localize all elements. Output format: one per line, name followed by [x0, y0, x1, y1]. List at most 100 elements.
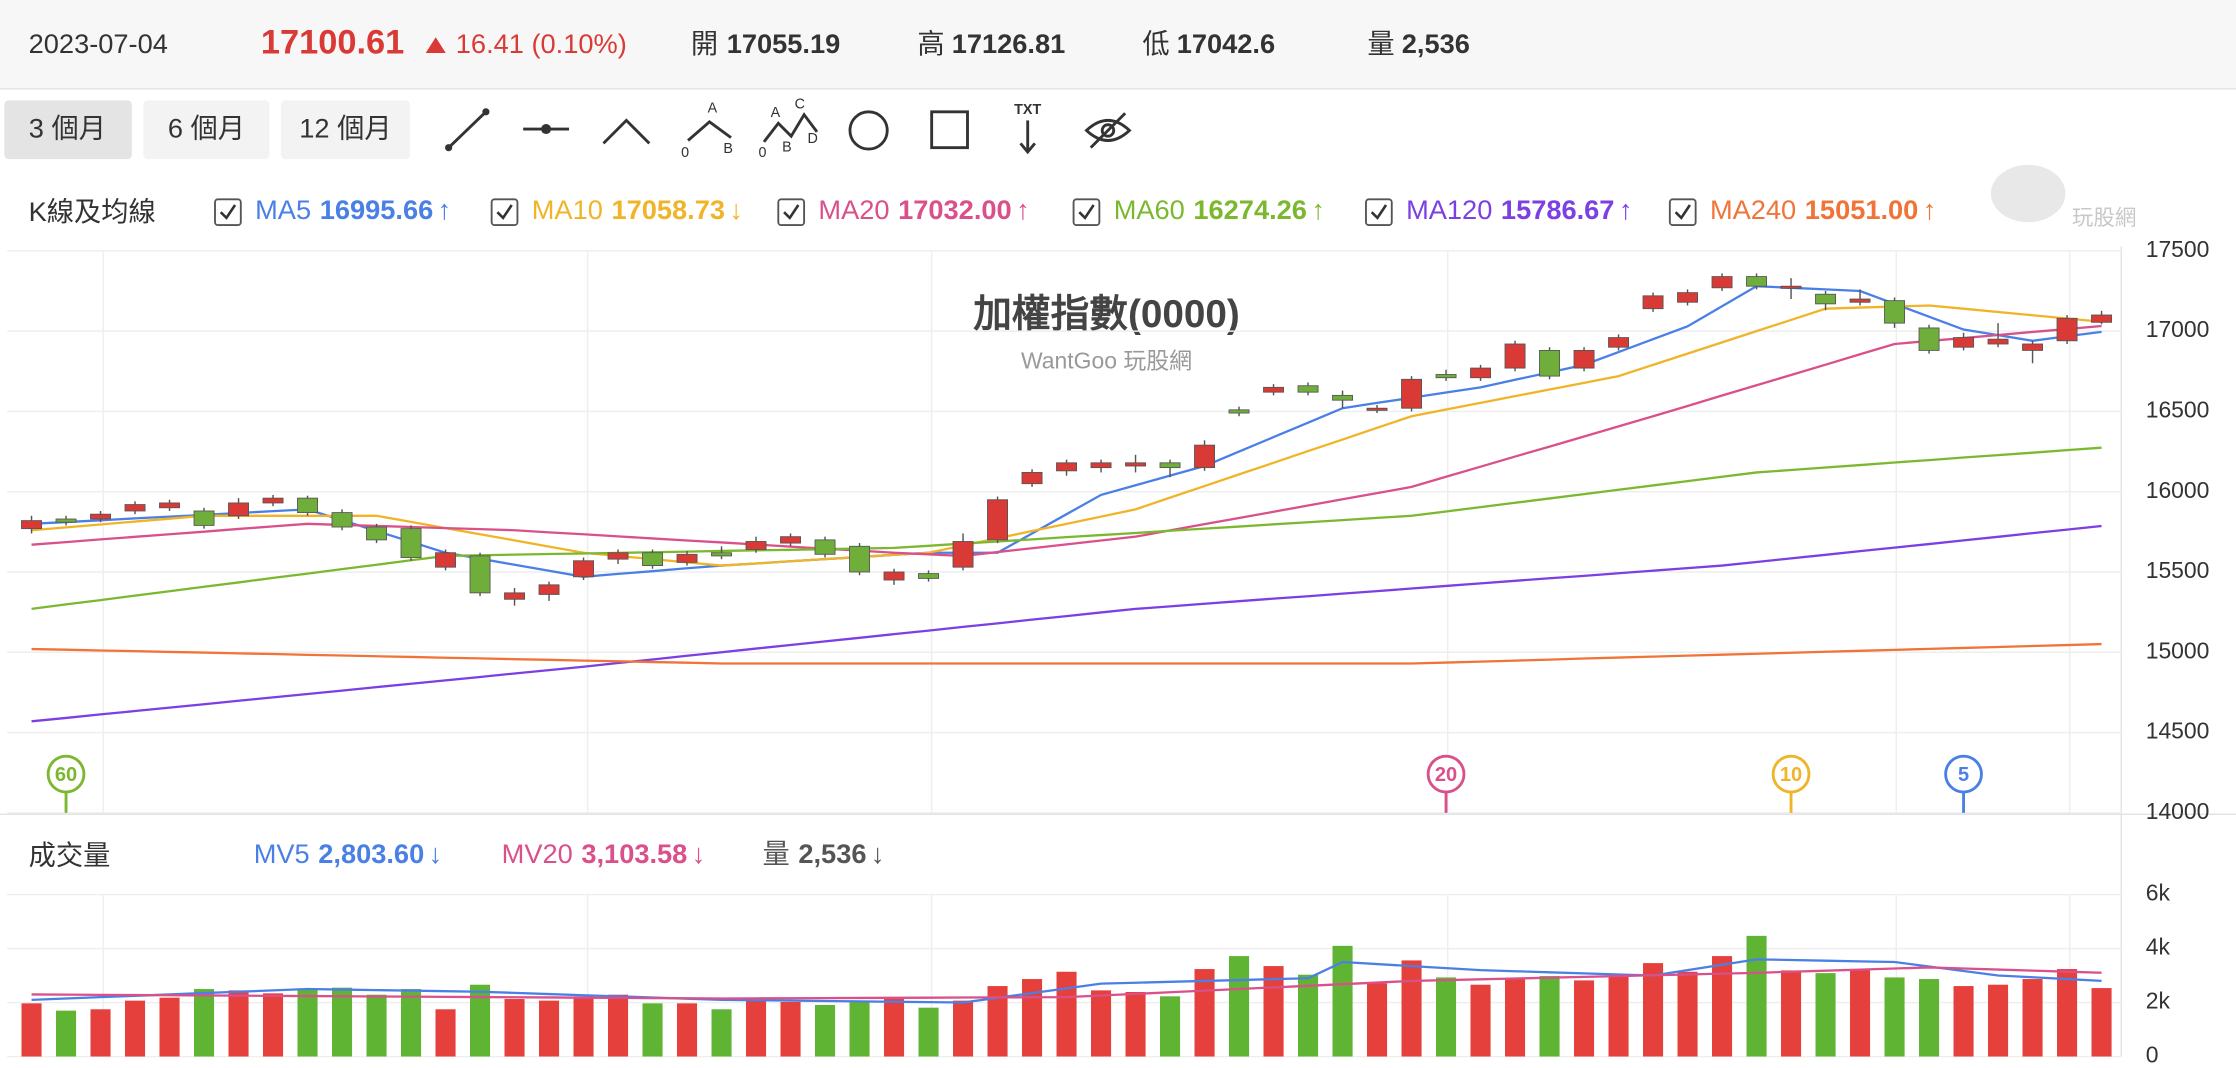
candle-body	[1021, 472, 1043, 485]
candle-body	[952, 541, 974, 568]
legend-value: 17032.00	[898, 194, 1012, 225]
period-button[interactable]: 3 個月	[4, 100, 132, 160]
candle-body	[1849, 298, 1871, 303]
volume-bar	[297, 989, 318, 1057]
candle-body	[1608, 337, 1630, 348]
legend-checkbox[interactable]	[214, 198, 242, 227]
candle-body	[2056, 317, 2078, 342]
volume-bar	[1539, 976, 1560, 1057]
volume-bar	[1608, 974, 1629, 1057]
ma-lines	[31, 285, 2102, 723]
legend-entry: MV5 2,803.60 ↓	[254, 838, 442, 869]
candle-body	[297, 497, 318, 514]
y-tick-label: 6k	[2146, 880, 2171, 906]
tool-letter: 0	[759, 145, 767, 161]
volume-bar	[504, 999, 525, 1057]
candle-body	[331, 512, 353, 528]
tool-letter: C	[795, 96, 805, 112]
candle-body	[573, 560, 595, 578]
ma-line	[31, 446, 2102, 611]
y-tick-label: 2k	[2146, 988, 2171, 1014]
abcd-tool[interactable]: A C 0 B D	[759, 96, 819, 161]
candle-body	[918, 573, 940, 579]
volume-bar	[1505, 979, 1526, 1057]
candle-body	[1159, 462, 1181, 469]
volume-bar	[401, 989, 422, 1057]
legend-checkbox[interactable]	[1365, 198, 1393, 227]
volume: 2,536	[1402, 28, 1470, 59]
tool-letter: TXT	[1014, 102, 1041, 118]
low: 17042.6	[1177, 28, 1275, 59]
candle-body	[849, 545, 871, 573]
abc-tool[interactable]: A 0 B	[681, 101, 733, 161]
circle-tool[interactable]	[848, 110, 889, 151]
volume-bar	[1643, 963, 1664, 1057]
legend-name: MA5	[255, 194, 311, 225]
y-tick-label: 14500	[2146, 718, 2210, 744]
checkmark	[1674, 204, 1691, 220]
y-tick-label: 16500	[2146, 396, 2210, 422]
candle-body	[1953, 337, 1975, 348]
candle-body	[1194, 444, 1216, 469]
legend-trend: ↑	[1311, 194, 1325, 225]
volume-bar	[1332, 945, 1353, 1057]
period-button[interactable]: 12 個月	[280, 100, 410, 160]
volume-bar	[884, 999, 905, 1057]
candle-body	[469, 555, 491, 594]
ma-line	[31, 958, 2102, 1004]
volume-bar	[573, 996, 594, 1057]
legend-trend: ↑	[438, 194, 452, 225]
volume-bar	[780, 1001, 801, 1057]
volume-bar	[2091, 988, 2112, 1057]
volume-bar	[1022, 979, 1043, 1057]
tool-letter: B	[782, 139, 792, 155]
legend-checkbox[interactable]	[1668, 198, 1697, 227]
volume-bar	[711, 1009, 732, 1057]
volume-bar	[1746, 935, 1767, 1057]
legend-value: 2,536	[798, 838, 866, 869]
legend-entry: MA60 16274.26 ↑	[1114, 194, 1325, 225]
volume-bar	[159, 997, 180, 1057]
period-button[interactable]: 6 個月	[143, 100, 270, 160]
legend-value: 16274.26	[1193, 194, 1307, 225]
hline-tool[interactable]	[523, 124, 570, 135]
period-marker-label: 5	[1958, 764, 1969, 786]
legend-trend: ↓	[429, 838, 443, 869]
legend-name: 量	[763, 838, 790, 869]
legend-entry: MA20 17032.00 ↑	[818, 194, 1029, 225]
high-label: 高	[917, 28, 944, 59]
volume-bar	[918, 1007, 939, 1057]
ma-line	[31, 642, 2102, 665]
legend-checkbox[interactable]	[490, 198, 519, 227]
period-marker	[1771, 754, 1811, 794]
line-tool[interactable]	[445, 108, 490, 152]
volume-bar	[746, 1000, 767, 1057]
candle-body	[21, 520, 42, 530]
candle-body	[1090, 462, 1112, 469]
hide-tool[interactable]	[1084, 112, 1132, 149]
candle-body	[676, 553, 698, 563]
volume-bar	[849, 1001, 870, 1057]
legend-name: MA60	[1114, 194, 1185, 225]
checkbox	[214, 198, 242, 227]
candle-body	[1435, 374, 1457, 379]
checkbox	[1365, 198, 1393, 227]
volume-bar	[539, 1000, 560, 1057]
volume-title: 成交量	[29, 839, 111, 870]
angle-tool[interactable]	[602, 118, 651, 145]
candle-body	[1780, 285, 1802, 289]
volume-bar	[263, 993, 284, 1057]
volume-bar	[1884, 977, 1905, 1057]
legend-checkbox[interactable]	[777, 198, 806, 227]
volume-bar	[90, 1009, 111, 1057]
volume-bar	[1850, 970, 1871, 1057]
ma-line	[31, 524, 2102, 723]
legend-checkbox[interactable]	[1072, 198, 1101, 227]
text-tool[interactable]: TXT	[1014, 102, 1041, 155]
ma-line	[31, 966, 2102, 1000]
candle-body	[1815, 293, 1837, 305]
candle-body	[1539, 349, 1561, 377]
rect-tool[interactable]	[930, 110, 969, 150]
volume-bar	[1401, 960, 1422, 1057]
open-label: 開	[691, 28, 718, 59]
